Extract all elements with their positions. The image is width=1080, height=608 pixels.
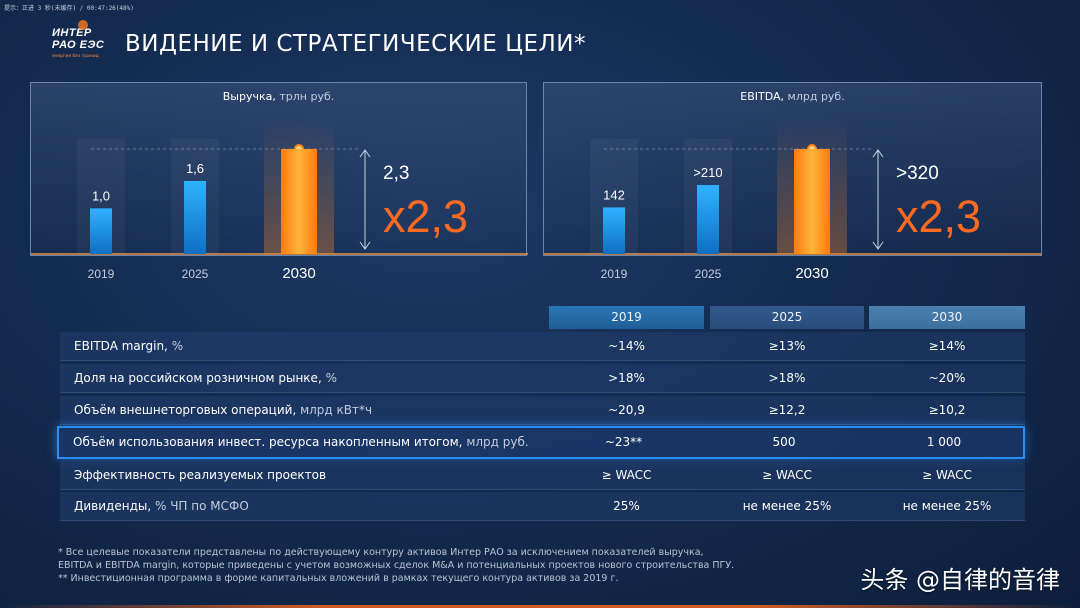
row-label-unit: млрд руб. [462, 435, 529, 449]
row-label: Доля на российском розничном рынке, % [74, 364, 337, 393]
table-cell: ~20% [928, 371, 966, 385]
revenue-multiplier: x2,3 [383, 191, 469, 242]
category-label-2019: 2019 [601, 267, 628, 281]
footnotes: * Все целевые показатели представлены по… [58, 546, 734, 585]
bottom-glow-line [0, 605, 1080, 608]
revenue-chart-title: Выручка, трлн руб. [31, 90, 526, 103]
arrow-up-icon [359, 149, 371, 158]
table-column-header-2025: 2025 [710, 306, 864, 329]
footnote-line: ** Инвестиционная программа в форме капи… [58, 573, 619, 584]
category-label-2030: 2030 [282, 265, 315, 282]
bar-2019 [90, 208, 112, 254]
logo-line-2: РАО ЕЭС [52, 39, 105, 51]
ebitda-chart-title-text: EBITDA, [740, 90, 785, 103]
row-label-unit: млрд кВт*ч [296, 403, 373, 417]
arrow-up-icon [872, 149, 884, 158]
row-label-unit: % [321, 371, 337, 385]
row-label-text: Доля на российском розничном рынке, [74, 371, 322, 385]
table-row-project-efficiency: Эффективность реализуемых проектов ≥ WAC… [60, 461, 1025, 490]
table-cell: 500 [772, 435, 796, 449]
row-label-text: Дивиденды, [74, 499, 152, 513]
table-column-header-2030: 2030 [869, 306, 1025, 329]
revenue-target-label: 2,3 [383, 163, 410, 184]
row-label: Эффективность реализуемых проектов [74, 461, 326, 490]
logo-line-1: ИНТЕР [52, 27, 92, 39]
category-label-2025: 2025 [182, 267, 209, 281]
table-column-header-2019: 2019 [549, 306, 704, 329]
table-cell: ≥13% [768, 339, 806, 353]
bar-value-label: 1,6 [186, 161, 204, 176]
table-cell: ≥ WACC [762, 468, 812, 482]
table-cell: ~20,9 [608, 403, 645, 417]
logo-tagline: энергия без границ [52, 54, 99, 59]
watermark: 头条 @自律的音律 [860, 566, 1060, 594]
bar-2030 [794, 149, 830, 254]
row-label-text: EBITDA margin, [74, 339, 168, 353]
row-label-unit: % ЧП по МСФО [151, 499, 249, 513]
ebitda-chart-panel: EBITDA, млрд руб. 142 2019 >210 2025 2030 >3… [543, 82, 1042, 282]
bar-value-label: >210 [693, 165, 722, 180]
bar-value-label: 1,0 [92, 188, 110, 203]
table-cell: ~23** [604, 435, 643, 449]
row-label-text: Объём использования инвест. ресурса нако… [73, 435, 463, 449]
table-cell: ≥14% [928, 339, 966, 353]
table-row-dividends: Дивиденды, % ЧП по МСФО 25% не менее 25%… [60, 492, 1025, 521]
revenue-chart-unit: трлн руб. [279, 90, 335, 103]
player-status-bar: 提示：正进 3 秒(未缓存) / 00:47:26(48%) [4, 5, 134, 12]
logo-spark-icon [78, 20, 88, 30]
arrow-down-icon [872, 241, 884, 250]
row-label: Объём использования инвест. ресурса нако… [73, 428, 529, 457]
row-label: Дивиденды, % ЧП по МСФО [74, 492, 249, 521]
table-row-retail-share: Доля на российском розничном рынке, % >1… [60, 364, 1025, 393]
row-label-text: Эффективность реализуемых проектов [74, 468, 327, 482]
footnote-line: * Все целевые показатели представлены по… [58, 547, 704, 558]
table-cell: ≥ WACC [601, 468, 652, 482]
table-cell: 1 000 [926, 435, 962, 449]
row-label: Объём внешнеторговых операций, млрд кВт*… [74, 396, 372, 425]
table-cell: >18% [608, 371, 645, 385]
bar-2025 [697, 185, 719, 254]
company-logo: ИНТЕР РАО ЕЭС энергия без границ [52, 20, 110, 70]
row-label-unit: % [167, 339, 184, 353]
row-label: EBITDA margin, % [74, 332, 183, 361]
ebitda-chart-title: EBITDA, млрд руб. [544, 90, 1041, 103]
table-cell: ≥12,2 [768, 403, 806, 417]
ebitda-chart-unit: млрд руб. [787, 90, 845, 103]
bar-2030 [281, 149, 317, 254]
table-cell: 25% [613, 499, 640, 513]
table-row-ebitda-margin: EBITDA margin, % ~14% ≥13% ≥14% [60, 332, 1025, 361]
category-label-2025: 2025 [695, 267, 722, 281]
ebitda-multiplier: x2,3 [896, 191, 982, 242]
table-row-investment-highlighted: Объём использования инвест. ресурса нако… [57, 426, 1025, 459]
bar-2019 [603, 207, 625, 254]
table-cell: ≥10,2 [928, 403, 966, 417]
row-label-text: Объём внешнеторговых операций, [74, 403, 297, 417]
arrow-down-icon [359, 241, 371, 250]
page-title: ВИДЕНИЕ И СТРАТЕГИЧЕСКИЕ ЦЕЛИ* [125, 31, 586, 57]
ebitda-bar-chart: 142 2019 >210 2025 2030 [544, 119, 1041, 282]
revenue-chart-panel: Выручка, трлн руб. 1,0 2019 1,6 2025 2030 2,… [30, 82, 528, 282]
revenue-chart-title-text: Выручка, [222, 90, 276, 103]
revenue-bar-chart: 1,0 2019 1,6 2025 2030 [31, 119, 528, 282]
category-label-2019: 2019 [88, 267, 115, 281]
bar-value-label: 142 [603, 187, 625, 202]
ebitda-target-label: >320 [896, 163, 939, 184]
footnote-line: EBITDA и EBITDA margin, которые приведен… [58, 560, 735, 571]
table-cell: >18% [768, 371, 806, 385]
bar-2025 [184, 180, 206, 254]
table-cell: не менее 25% [742, 499, 832, 513]
table-row-foreign-trade: Объём внешнеторговых операций, млрд кВт*… [60, 396, 1025, 425]
table-cell: ≥ WACC [922, 468, 972, 482]
table-cell: не менее 25% [902, 499, 992, 513]
table-cell: ~14% [608, 339, 645, 353]
category-label-2030: 2030 [795, 265, 828, 282]
